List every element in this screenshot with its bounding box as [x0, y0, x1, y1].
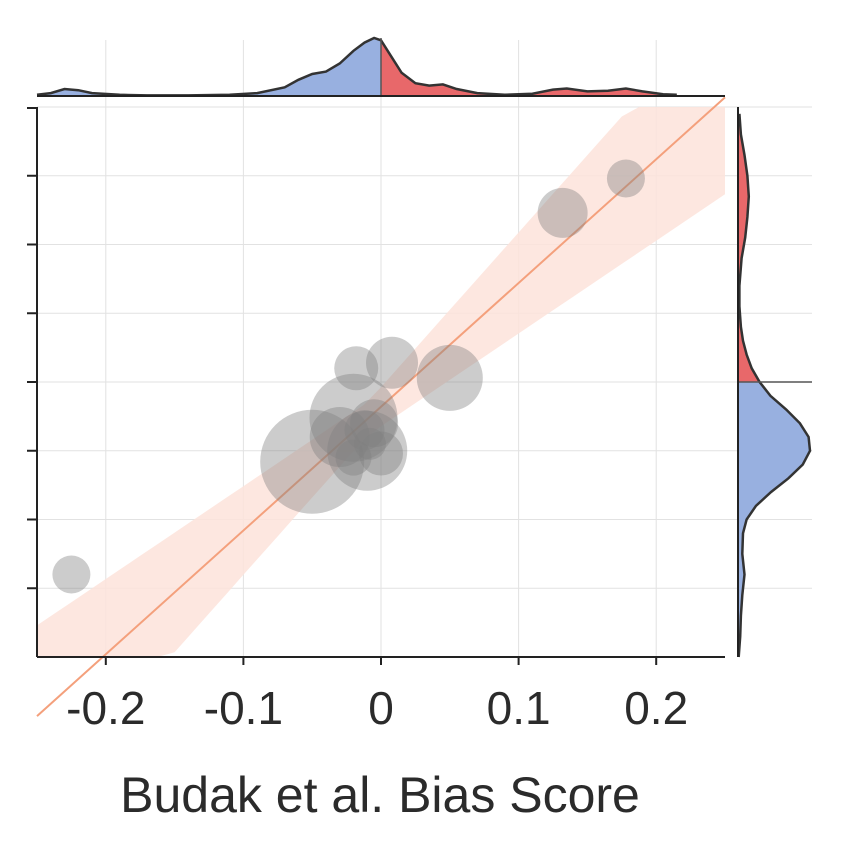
data-point-7 [309, 407, 370, 467]
x-axis-title: Budak et al. Bias Score [120, 767, 640, 823]
data-point-10 [359, 431, 403, 476]
right-marginal [737, 107, 812, 658]
right-density-curve [737, 113, 812, 658]
data-point-2 [309, 373, 398, 462]
regression-line [36, 96, 726, 717]
x-tick-label-4: 0.2 [624, 682, 688, 734]
x-tick-label-3: 0.1 [487, 682, 551, 734]
ci-band-layer [37, 107, 725, 657]
data-point-13 [537, 187, 588, 238]
axes-layer [27, 107, 725, 665]
data-point-9 [344, 410, 385, 451]
data-point-12 [353, 427, 386, 460]
regression-layer [36, 96, 726, 717]
confidence-band [37, 107, 725, 657]
right-density-negative-area [738, 382, 810, 657]
data-point-6 [327, 410, 408, 491]
data-point-11 [335, 439, 372, 476]
data-point-5 [416, 344, 483, 411]
data-point-4 [366, 336, 419, 389]
x-tick-label-1: -0.1 [204, 682, 283, 734]
data-point-3 [334, 346, 379, 391]
data-point-8 [350, 399, 399, 448]
right-density-positive-area [738, 113, 760, 383]
data-point-14 [606, 159, 645, 198]
data-point-1 [260, 409, 365, 514]
x-tick-label-0: -0.2 [66, 682, 145, 734]
top-density-negative-area [37, 38, 381, 96]
top-density-positive-area [381, 40, 677, 96]
points-layer [52, 159, 645, 594]
x-tick-label-2: 0 [368, 682, 394, 734]
data-point-0 [52, 555, 91, 594]
x-tick-labels: -0.2 -0.1 0 0.1 0.2 [66, 682, 688, 734]
top-marginal [36, 36, 725, 97]
